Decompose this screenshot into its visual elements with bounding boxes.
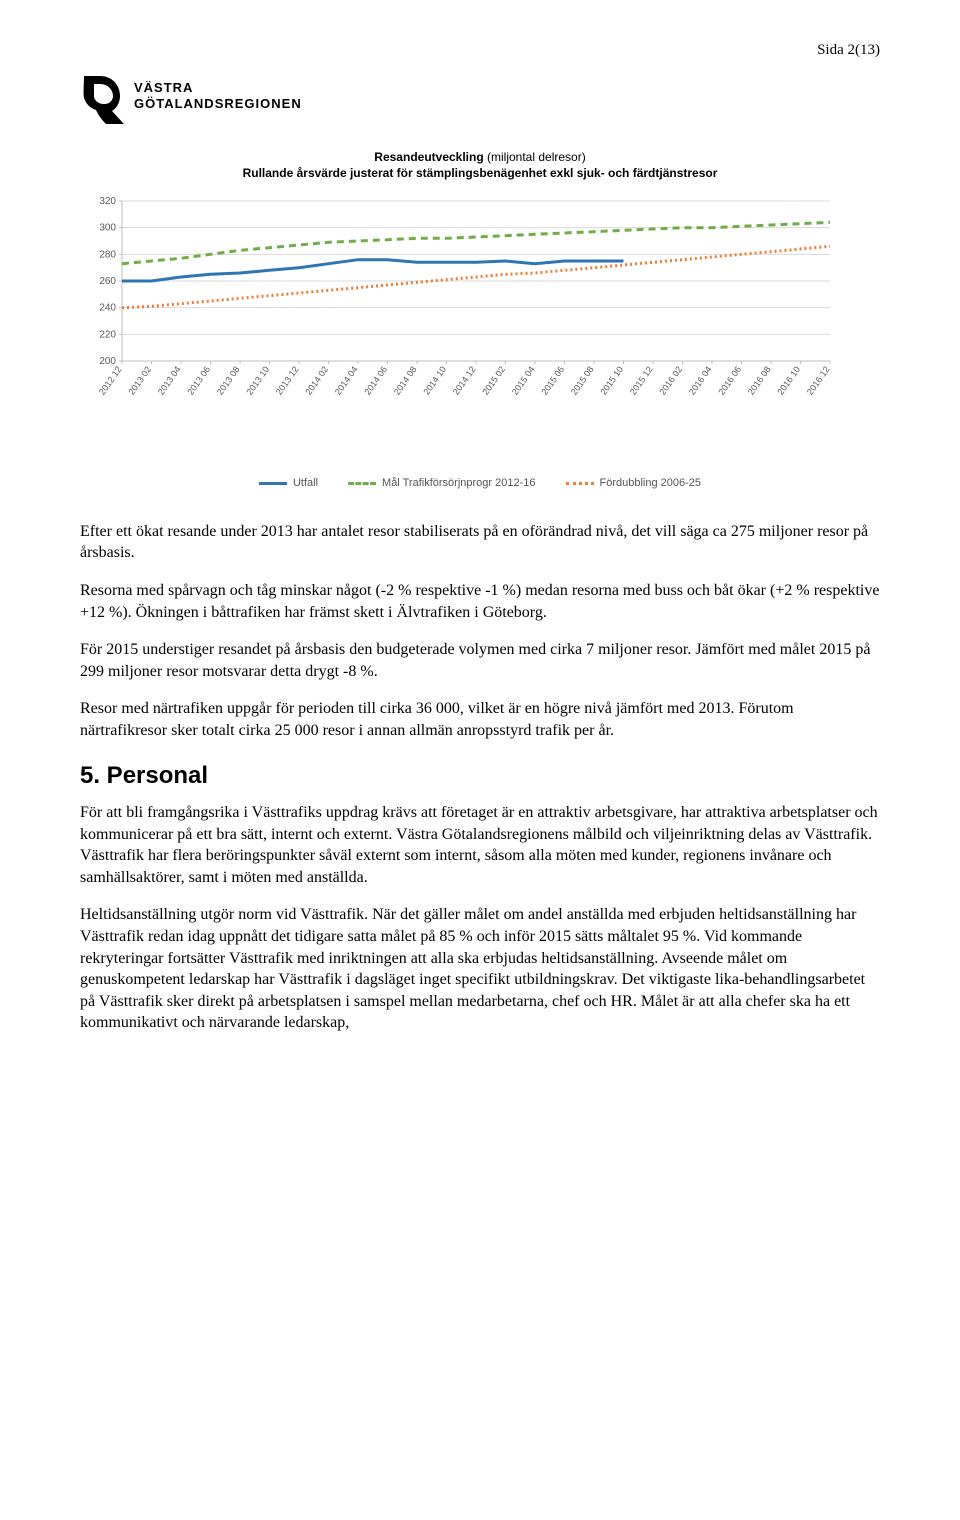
chart-svg: 2002202402602803003202012 122013 022013 … bbox=[80, 181, 840, 461]
svg-text:2016 12: 2016 12 bbox=[805, 365, 832, 397]
svg-text:2016 02: 2016 02 bbox=[657, 365, 684, 397]
svg-text:320: 320 bbox=[99, 196, 116, 207]
svg-text:2014 12: 2014 12 bbox=[451, 365, 478, 397]
svg-text:2015 02: 2015 02 bbox=[480, 365, 507, 397]
svg-text:2013 10: 2013 10 bbox=[244, 365, 271, 397]
svg-text:220: 220 bbox=[99, 330, 116, 341]
chart-title-rest: (miljontal delresor) bbox=[484, 150, 586, 164]
svg-text:2015 06: 2015 06 bbox=[539, 365, 566, 397]
logo-line1: VÄSTRA bbox=[134, 80, 193, 95]
chart-title-bold: Resandeutveckling bbox=[374, 150, 483, 164]
chart-container: Resandeutveckling (miljontal delresor) R… bbox=[80, 150, 880, 491]
legend-swatch bbox=[348, 482, 376, 485]
chart-legend: Utfall Mål Trafikförsörjnprogr 2012-16 För… bbox=[80, 476, 880, 491]
svg-text:2015 10: 2015 10 bbox=[598, 365, 625, 397]
paragraph-1: Efter ett ökat resande under 2013 har an… bbox=[80, 521, 880, 564]
svg-text:2013 04: 2013 04 bbox=[156, 365, 183, 397]
svg-text:2014 04: 2014 04 bbox=[333, 365, 360, 397]
svg-text:2014 10: 2014 10 bbox=[421, 365, 448, 397]
legend-label: Utfall bbox=[293, 476, 318, 491]
chart-title: Resandeutveckling (miljontal delresor) R… bbox=[80, 150, 880, 181]
svg-text:2014 08: 2014 08 bbox=[392, 365, 419, 397]
svg-text:260: 260 bbox=[99, 276, 116, 287]
paragraph-3: För 2015 understiger resandet på årsbasi… bbox=[80, 639, 880, 682]
logo: VÄSTRA GÖTALANDSREGIONEN bbox=[80, 70, 880, 130]
svg-text:2016 10: 2016 10 bbox=[775, 365, 802, 397]
svg-text:2015 04: 2015 04 bbox=[510, 365, 537, 397]
chart-subtitle: Rullande årsvärde justerat för stämpling… bbox=[243, 166, 718, 180]
section-heading-personal: 5. Personal bbox=[80, 760, 880, 792]
legend-item: Utfall bbox=[259, 476, 318, 491]
paragraph-2: Resorna med spårvagn och tåg minskar någ… bbox=[80, 580, 880, 623]
paragraph-5: För att bli framgångsrika i Västtrafiks … bbox=[80, 802, 880, 888]
svg-text:2016 06: 2016 06 bbox=[716, 365, 743, 397]
svg-text:2014 06: 2014 06 bbox=[362, 365, 389, 397]
org-logo-svg: VÄSTRA GÖTALANDSREGIONEN bbox=[80, 70, 340, 130]
legend-swatch bbox=[259, 482, 287, 485]
legend-swatch bbox=[566, 482, 594, 485]
svg-text:300: 300 bbox=[99, 223, 116, 234]
svg-text:2015 12: 2015 12 bbox=[628, 365, 655, 397]
svg-text:280: 280 bbox=[99, 250, 116, 261]
svg-text:2016 08: 2016 08 bbox=[746, 365, 773, 397]
svg-text:240: 240 bbox=[99, 303, 116, 314]
paragraph-4: Resor med närtrafiken uppgår för periode… bbox=[80, 698, 880, 741]
page-number: Sida 2(13) bbox=[80, 40, 880, 60]
svg-text:2013 06: 2013 06 bbox=[185, 365, 212, 397]
paragraph-6: Heltidsanställning utgör norm vid Västtr… bbox=[80, 904, 880, 1034]
svg-text:2014 02: 2014 02 bbox=[303, 365, 330, 397]
legend-item: Mål Trafikförsörjnprogr 2012-16 bbox=[348, 476, 535, 491]
svg-text:2015 08: 2015 08 bbox=[569, 365, 596, 397]
svg-text:2013 02: 2013 02 bbox=[126, 365, 153, 397]
svg-text:2013 08: 2013 08 bbox=[215, 365, 242, 397]
svg-text:2012 12: 2012 12 bbox=[97, 365, 124, 397]
legend-label: Mål Trafikförsörjnprogr 2012-16 bbox=[382, 476, 535, 491]
legend-item: Fördubbling 2006-25 bbox=[566, 476, 702, 491]
logo-line2: GÖTALANDSREGIONEN bbox=[134, 96, 302, 111]
legend-label: Fördubbling 2006-25 bbox=[600, 476, 702, 491]
svg-text:2013 12: 2013 12 bbox=[274, 365, 301, 397]
svg-text:2016 04: 2016 04 bbox=[687, 365, 714, 397]
